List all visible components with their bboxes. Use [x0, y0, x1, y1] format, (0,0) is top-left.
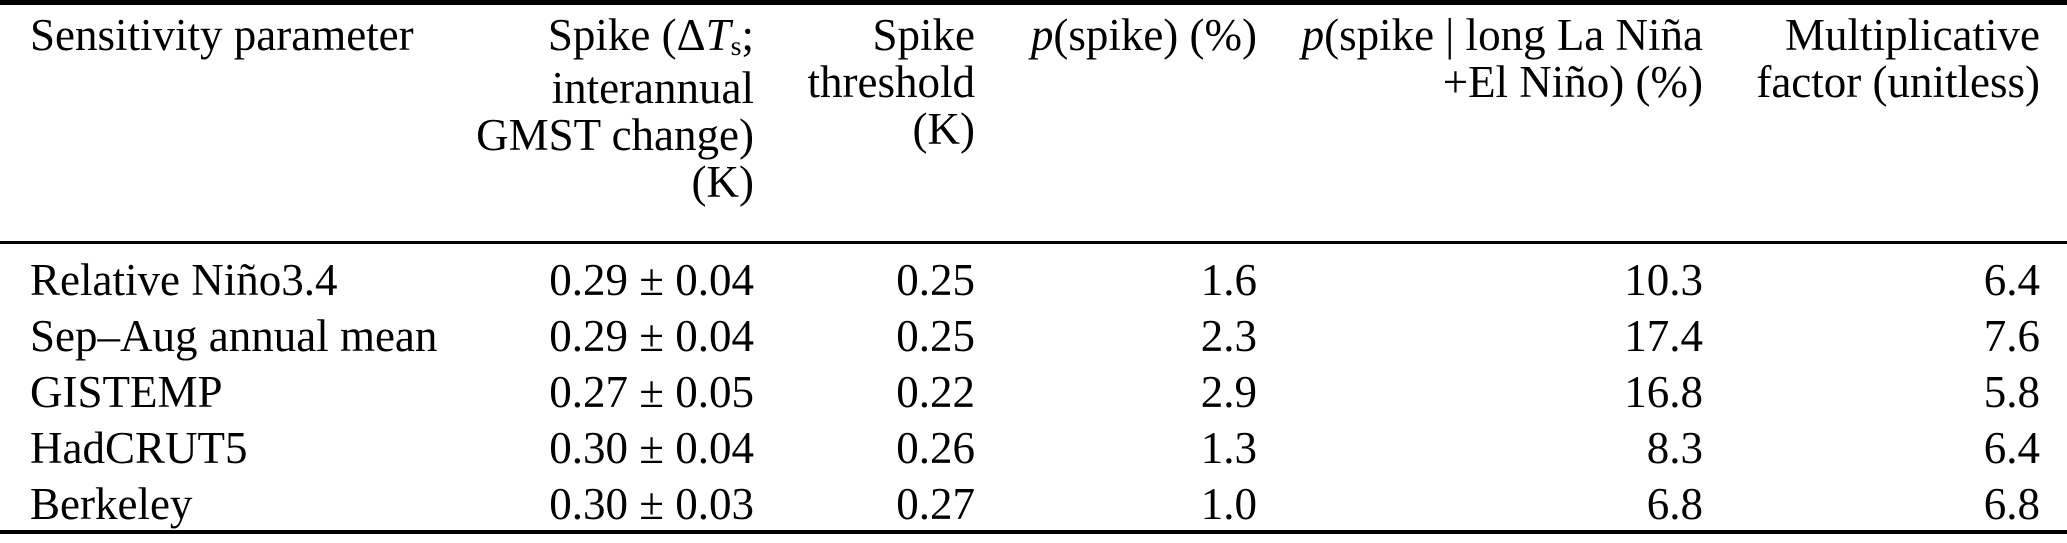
- cell-p-spike: 1.3: [1200, 423, 1257, 473]
- col-header-p-spike-conditional: p(spike | long La Niña +El Niño) (%): [1257, 12, 1703, 206]
- col-header-spike-threshold: Spike threshold (K): [807, 10, 975, 154]
- cell-spike: 0.29 ± 0.04: [549, 255, 754, 305]
- row-label: HadCRUT5: [30, 423, 248, 473]
- header-line: interannual: [551, 63, 754, 113]
- header-line: Spike (ΔTs;: [547, 10, 754, 63]
- cell-threshold: 0.25: [896, 311, 975, 361]
- cell-p-conditional: 16.8: [1624, 367, 1703, 417]
- cell-spike: 0.27 ± 0.05: [549, 367, 754, 417]
- row-label: GISTEMP: [30, 367, 223, 417]
- col-header-multiplicative-factor: Multiplicative factor (unitless): [1756, 10, 2040, 107]
- cell-p-conditional: 6.8: [1646, 479, 1703, 529]
- cell-p-spike: 1.0: [1200, 479, 1257, 529]
- math-var-T: T: [705, 10, 731, 60]
- cell-factor: 5.8: [1983, 367, 2040, 417]
- header-line: p(spike | long La Niña: [1301, 10, 1703, 60]
- header-line: (K): [691, 157, 754, 207]
- top-rule: [0, 0, 2067, 5]
- cell-p-conditional: 10.3: [1624, 255, 1703, 305]
- cell-factor: 6.4: [1983, 255, 2040, 305]
- row-label: Relative Niño3.4: [30, 255, 338, 305]
- cell-factor: 6.4: [1983, 423, 2040, 473]
- table-row: Sep–Aug annual mean 0.29 ± 0.04 0.25 2.3…: [30, 308, 2040, 364]
- header-line: +El Niño) (%): [1442, 57, 1703, 107]
- col-header-spike-gmst-change: Spike (ΔTs; interannual GMST change) (K): [450, 12, 754, 206]
- cell-threshold: 0.26: [896, 423, 975, 473]
- table-row: Berkeley 0.30 ± 0.03 0.27 1.0 6.8 6.8: [30, 476, 2040, 532]
- cell-p-spike: 2.3: [1200, 311, 1257, 361]
- table-row: Relative Niño3.4 0.29 ± 0.04 0.25 1.6 10…: [30, 252, 2040, 308]
- header-line: GMST change): [476, 110, 754, 160]
- cell-p-spike: 1.6: [1200, 255, 1257, 305]
- bottom-rule: [0, 530, 2067, 534]
- math-var-p: p: [1301, 10, 1325, 60]
- cell-spike: 0.30 ± 0.03: [549, 479, 754, 529]
- cell-threshold: 0.25: [896, 255, 975, 305]
- table-body: Relative Niño3.4 0.29 ± 0.04 0.25 1.6 10…: [30, 252, 2040, 532]
- cell-spike: 0.30 ± 0.04: [549, 423, 754, 473]
- cell-spike: 0.29 ± 0.04: [549, 311, 754, 361]
- row-label: Sep–Aug annual mean: [30, 311, 438, 361]
- mid-rule: [0, 241, 2067, 244]
- cell-p-conditional: 8.3: [1646, 423, 1703, 473]
- math-sub-s: s: [730, 31, 742, 63]
- cell-threshold: 0.22: [896, 367, 975, 417]
- row-label: Berkeley: [30, 479, 193, 529]
- col-header-sensitivity-parameter: Sensitivity parameter: [30, 10, 414, 60]
- cell-factor: 6.8: [1983, 479, 2040, 529]
- table-row: HadCRUT5 0.30 ± 0.04 0.26 1.3 8.3 6.4: [30, 420, 2040, 476]
- cell-threshold: 0.27: [896, 479, 975, 529]
- col-header-p-spike: p(spike) (%): [1030, 10, 1257, 60]
- math-var-p: p: [1030, 10, 1054, 60]
- cell-p-conditional: 17.4: [1624, 311, 1703, 361]
- table-header-row: Sensitivity parameter Spike (ΔTs; intera…: [30, 12, 2040, 206]
- cell-p-spike: 2.9: [1200, 367, 1257, 417]
- cell-factor: 7.6: [1983, 311, 2040, 361]
- table-row: GISTEMP 0.27 ± 0.05 0.22 2.9 16.8 5.8: [30, 364, 2040, 420]
